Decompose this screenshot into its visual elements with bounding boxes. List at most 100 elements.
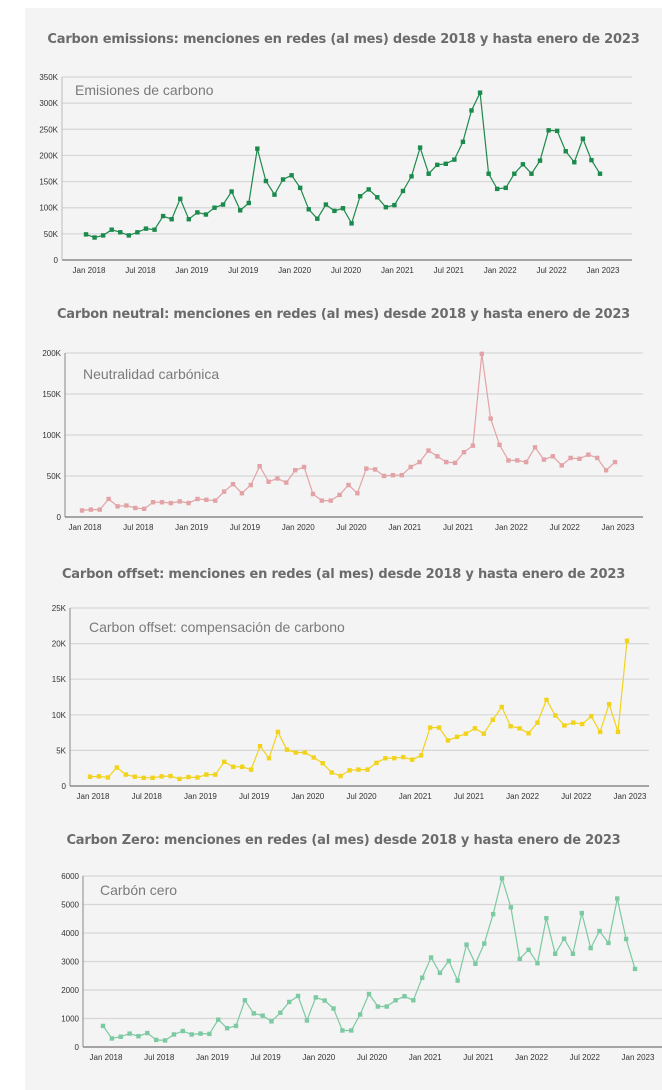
data-point [392,202,397,208]
x-tick-label: Jul 2022 [561,792,592,801]
data-point [169,217,174,222]
x-tick-label: Jan 2020 [282,523,315,532]
data-point [105,775,111,780]
data-point [402,994,407,999]
data-point [251,1011,256,1016]
data-point [597,729,603,735]
data-point [143,226,149,231]
data-point [311,755,316,760]
y-tick-label: 200K [42,349,61,358]
data-point [323,202,329,207]
data-point [417,145,423,150]
data-point [109,1036,115,1041]
x-tick-label: Jul 2018 [144,1053,175,1062]
data-point [159,500,165,505]
data-point [275,729,281,735]
data-point [284,480,289,485]
y-tick-label: 0 [62,782,67,791]
data-point [418,753,424,758]
data-point [118,230,123,235]
data-point [168,500,174,506]
data-point [319,498,325,503]
data-point [178,196,183,202]
data-point [242,998,248,1003]
data-point [589,157,594,163]
data-point [473,961,478,966]
data-point [544,915,549,921]
data-point [623,936,629,942]
x-tick-label: Jan 2019 [175,266,208,275]
x-tick-label: Jan 2020 [278,266,311,275]
data-point [597,171,603,176]
data-point [331,1006,336,1011]
data-point [537,158,543,163]
data-point [435,454,440,459]
x-tick-label: Jan 2021 [388,523,421,532]
series-label: Neutralidad carbónica [83,366,219,382]
data-point [180,1028,185,1034]
y-tick-label: 3000 [61,958,79,967]
x-tick-label: Jan 2018 [90,1053,123,1062]
data-point [275,476,280,481]
x-tick-label: Jul 2019 [250,1053,281,1062]
chart-title-carbon-emissions: Carbon emissions: menciones en redes (al… [47,32,640,47]
data-point [297,185,303,191]
data-point [222,759,227,764]
data-point [204,497,209,502]
y-tick-label: 100K [42,431,61,440]
data-point [606,701,612,707]
data-point [136,1033,141,1039]
y-tick-label: 0 [54,256,59,265]
data-point [499,876,505,881]
data-point [553,713,558,718]
x-tick-label: Jul 2020 [357,1053,388,1062]
data-point [411,998,416,1003]
data-point [289,173,294,178]
data-point [495,186,500,192]
data-point [346,482,351,488]
data-point [195,210,200,215]
x-tick-label: Jan 2019 [175,523,208,532]
y-tick-label: 150K [39,178,58,187]
data-point [231,764,236,769]
data-point [595,455,600,461]
data-point [381,473,387,479]
data-point [109,227,114,232]
data-point [160,213,166,219]
data-point [266,479,271,484]
data-point [162,1038,168,1043]
x-tick-label: Jan 2023 [614,792,647,801]
data-point [83,232,89,237]
data-point [554,128,560,134]
x-tick-label: Jan 2020 [291,792,324,801]
x-tick-label: Jul 2018 [125,266,156,275]
data-point [568,455,573,461]
data-point [124,503,129,508]
data-point [544,697,549,703]
data-point [266,756,272,761]
data-point [246,200,251,206]
data-point [238,208,243,213]
data-point [152,227,157,232]
data-point [455,978,460,983]
data-point [357,194,363,199]
data-point [100,233,106,238]
data-point [435,162,440,168]
data-point [571,720,576,725]
data-point [239,764,245,769]
data-point [304,1018,310,1023]
data-point [230,482,236,487]
x-tick-label: Jul 2021 [454,792,485,801]
data-point [126,233,132,238]
x-tick-label: Jul 2021 [443,523,474,532]
data-point [452,157,457,162]
data-point [520,162,526,167]
data-point [612,459,618,465]
data-point [426,171,431,176]
data-point [198,1031,203,1036]
chart-title-carbon-neutral: Carbon neutral: menciones en redes (al m… [56,307,631,322]
y-tick-label: 50K [47,472,62,481]
data-point [523,459,529,465]
